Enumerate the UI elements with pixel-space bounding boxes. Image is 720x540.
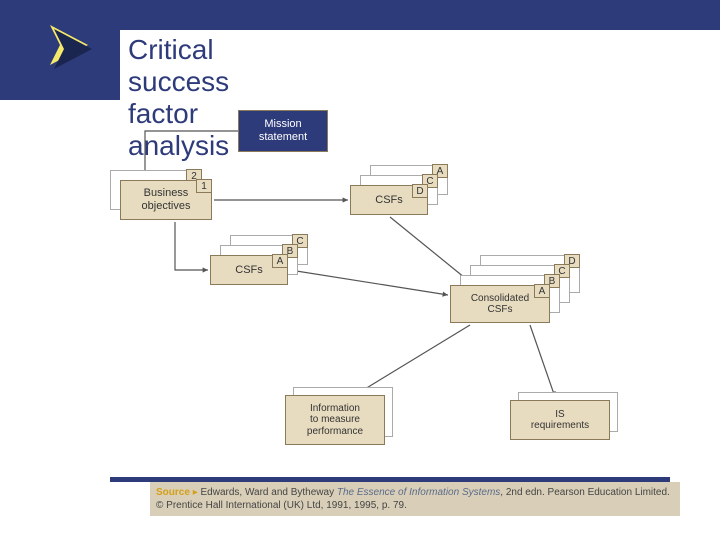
source-title: The Essence of Information Systems: [337, 487, 500, 498]
source-label: Source: [156, 487, 190, 498]
arrowhead-icon: [442, 292, 448, 297]
cons-chip-front: A: [534, 284, 550, 298]
csfs_top-chip-front: D: [412, 184, 428, 198]
marker-icon: ▸: [193, 487, 198, 498]
bizobj-chip-front: 1: [196, 179, 212, 193]
edge-csfs-top-to-cons: [390, 217, 470, 282]
edge-bizobj-to-csfs-left: [175, 222, 208, 270]
edge-csfs-left-to-cons: [290, 270, 448, 295]
slide-header: Critical success factor analysis: [0, 0, 720, 100]
arrowhead-icon: [343, 197, 348, 202]
node-isreq: ISrequirements: [510, 400, 610, 440]
node-mission: Missionstatement: [238, 110, 328, 152]
source-citation: Source ▸ Edwards, Ward and Bytheway The …: [150, 482, 680, 516]
node-info: Informationto measureperformance: [285, 395, 385, 445]
bullet-arrow-icon: [50, 25, 98, 70]
edge-cons-to-isreq: [530, 325, 555, 397]
edge-cons-to-info: [360, 325, 470, 392]
csfs_left-chip-front: A: [272, 254, 288, 268]
source-authors: Edwards, Ward and Bytheway: [201, 487, 335, 498]
diagram-area: Missionstatement2Businessobjectives1ACCS…: [0, 100, 720, 480]
arrowhead-icon: [203, 267, 208, 272]
